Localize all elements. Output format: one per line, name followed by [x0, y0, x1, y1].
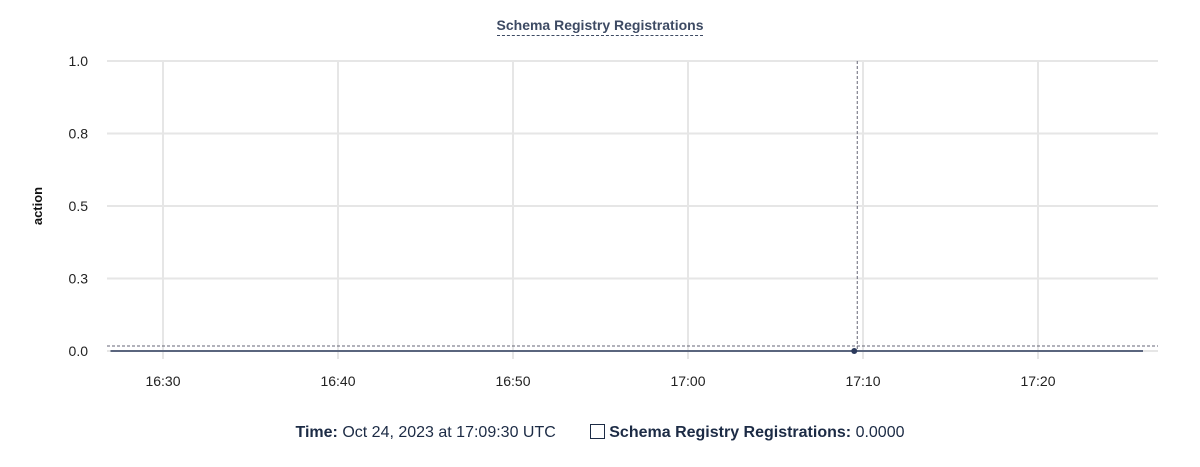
- x-tick-label: 16:30: [145, 373, 180, 389]
- time-value: Oct 24, 2023 at 17:09:30 UTC: [342, 424, 556, 441]
- y-tick-label: 0.5: [69, 198, 89, 214]
- x-tick-label: 16:40: [320, 373, 355, 389]
- y-tick-label: 0.0: [69, 343, 89, 359]
- hover-legend: Time: Oct 24, 2023 at 17:09:30 UTC Schem…: [0, 424, 1200, 442]
- x-tick-label: 17:10: [845, 373, 880, 389]
- series-label: Schema Registry Registrations:: [609, 424, 852, 441]
- x-tick-label: 17:20: [1020, 373, 1055, 389]
- chart-title-text[interactable]: Schema Registry Registrations: [496, 17, 704, 36]
- x-tick-label: 16:50: [495, 373, 530, 389]
- y-tick-label: 0.3: [69, 271, 89, 287]
- x-tick-label: 17:00: [670, 373, 705, 389]
- y-axis-label: action: [30, 187, 45, 225]
- line-chart: 0.0 0.3 0.5 0.8 1.0 16:30 16:40 16:50 17:00 17:10…: [30, 53, 1158, 389]
- time-label: Time:: [295, 424, 338, 441]
- hover-point: [851, 348, 858, 354]
- y-tick-label: 1.0: [69, 53, 89, 69]
- chart-title[interactable]: Schema Registry Registrations: [0, 17, 1200, 36]
- y-tick-label: 0.8: [69, 126, 89, 142]
- series-value: 0.0000: [855, 424, 905, 441]
- series-toggle-checkbox[interactable]: [590, 424, 606, 439]
